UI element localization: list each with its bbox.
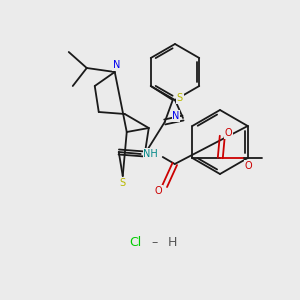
- Text: N: N: [113, 60, 120, 70]
- Text: O: O: [155, 186, 163, 196]
- Text: S: S: [177, 93, 183, 103]
- Text: Cl: Cl: [129, 236, 141, 248]
- Text: N: N: [172, 111, 180, 121]
- Text: H: H: [167, 236, 177, 248]
- Text: NH: NH: [143, 149, 158, 159]
- Text: O: O: [224, 128, 232, 138]
- Text: –: –: [148, 236, 162, 248]
- Text: S: S: [120, 178, 126, 188]
- Text: O: O: [244, 161, 252, 171]
